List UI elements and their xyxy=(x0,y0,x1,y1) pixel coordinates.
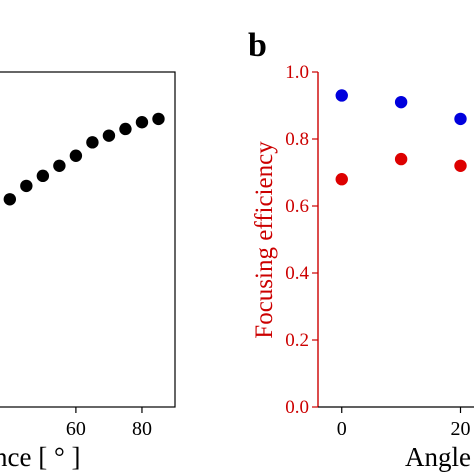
panel-a-data-point xyxy=(69,149,83,162)
panel-a-data-point xyxy=(36,169,50,183)
panel-a-data-point xyxy=(135,116,149,129)
panel-b-x-tick-label: 0 xyxy=(337,418,347,440)
panel-b-x-ticks: 0 20 xyxy=(337,407,471,440)
panel-b-y-ticks: 0.0 0.2 0.4 0.6 0.8 1.0 xyxy=(285,62,318,418)
panel-a-data-point xyxy=(152,112,165,126)
panel-a-plot-frame xyxy=(0,71,176,408)
panel-b-x-axis-label: Angle xyxy=(405,442,471,472)
panel-a-data-point xyxy=(53,159,66,172)
panel-a-data-point xyxy=(119,122,132,136)
panel-b-letter: b xyxy=(248,27,267,64)
panel-b-y-tick-label: 0.4 xyxy=(285,263,309,284)
panel-b-y-tick-label: 0.2 xyxy=(285,330,309,351)
panel-b-y-tick-label: 0.0 xyxy=(285,397,309,418)
panel-b-y-tick-label: 0.8 xyxy=(285,129,309,150)
panel-b-y-tick-label: 0.6 xyxy=(285,196,309,217)
panel-a-x-tick-label: 80 xyxy=(132,418,152,440)
panel-a-x-ticks: 60 80 xyxy=(66,407,152,440)
panel-b-data-point xyxy=(335,89,348,102)
panel-b-data-point xyxy=(335,173,348,186)
panel-a: 60 80 nce [ ° ] xyxy=(0,71,176,472)
panel-b-y-tick-label: 1.0 xyxy=(285,62,309,83)
panel-a-data-point xyxy=(86,136,99,149)
panel-a-data-point xyxy=(3,193,17,206)
panel-b-data-point xyxy=(454,159,467,172)
panel-a-points xyxy=(3,112,165,206)
panel-b-data-point xyxy=(454,112,467,126)
panel-a-data-point xyxy=(20,179,33,193)
panel-b-data-point xyxy=(394,95,408,109)
panel-a-data-point xyxy=(102,129,116,142)
panel-b-x-tick-label: 20 xyxy=(451,418,471,440)
panel-b: b 0.0 0.2 0.4 0.6 0.8 1.0 0 20 Focusing effici… xyxy=(248,27,474,472)
panel-a-x-tick-label: 60 xyxy=(66,418,86,440)
panel-b-points xyxy=(335,89,467,186)
panel-a-x-axis-label: nce [ ° ] xyxy=(0,442,81,472)
panel-b-data-point xyxy=(394,152,408,166)
panel-b-y-axis-label: Focusing efficiency xyxy=(251,141,278,339)
